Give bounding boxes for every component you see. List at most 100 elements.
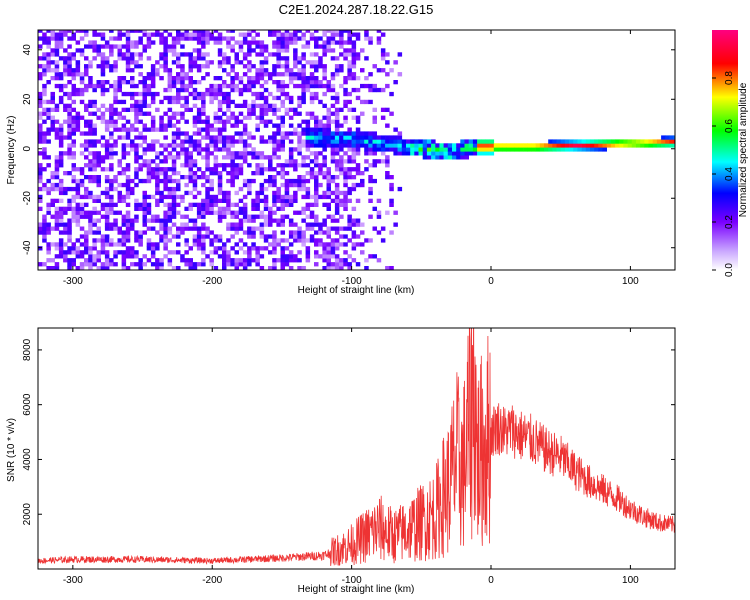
heatmap-cell [385, 155, 390, 160]
heatmap-cell [67, 131, 72, 136]
heatmap-cell [222, 83, 227, 89]
heatmap-cell [393, 135, 398, 140]
y-tick-label: 4000 [22, 448, 33, 471]
heatmap-cell [146, 76, 152, 81]
heatmap-cell [142, 139, 147, 144]
heatmap-cell [334, 127, 340, 132]
heatmap-cell [301, 139, 306, 144]
heatmap-cell [150, 262, 156, 267]
heatmap-cell [58, 151, 64, 156]
heatmap-cell [314, 40, 319, 45]
heatmap-cell [92, 258, 97, 263]
heatmap-cell [213, 87, 219, 93]
heatmap-cell [284, 214, 290, 219]
heatmap-cell [255, 171, 260, 176]
heatmap-cell [263, 198, 269, 203]
heatmap-cell [79, 234, 85, 239]
heatmap-cell [259, 119, 265, 124]
heatmap-cell [180, 68, 185, 73]
heatmap-cell [196, 262, 202, 267]
heatmap-cell [297, 99, 302, 105]
heatmap-cell [330, 198, 336, 203]
heatmap-cell [330, 111, 336, 116]
heatmap-cell [46, 242, 51, 247]
heatmap-cell [322, 190, 327, 196]
heatmap-cell [385, 83, 390, 89]
heatmap-cell [180, 143, 185, 148]
heatmap-cell [272, 230, 277, 235]
heatmap-cell [184, 226, 189, 231]
heatmap-cell [100, 246, 106, 251]
heatmap-cell [180, 32, 185, 37]
heatmap-cell [113, 202, 118, 207]
heatmap-cell [109, 143, 114, 148]
heatmap-cell [71, 131, 76, 136]
heatmap-cell [297, 147, 302, 152]
heatmap-cell [351, 151, 357, 156]
heatmap-cell [205, 135, 210, 140]
heatmap-cell [347, 143, 352, 148]
heatmap-cell [113, 119, 118, 124]
heatmap-cell [360, 222, 365, 227]
heatmap-cell [314, 83, 319, 89]
heatmap-cell [368, 186, 373, 192]
heatmap-cell [293, 194, 298, 200]
heatmap-cell [176, 226, 181, 231]
heatmap-cell [297, 178, 302, 184]
heatmap-cell [184, 206, 189, 211]
heatmap-cell [155, 230, 160, 235]
heatmap-cell [196, 56, 202, 61]
heatmap-cell [322, 139, 327, 144]
heatmap-cell [96, 44, 101, 49]
heatmap-cell [251, 178, 256, 184]
heatmap-cell [42, 186, 47, 192]
heatmap-cell [125, 186, 131, 192]
heatmap-cell [351, 143, 357, 148]
heatmap-cell [217, 60, 223, 65]
heatmap-cell [276, 171, 281, 176]
heatmap-cell [58, 198, 64, 203]
heatmap-cell [171, 167, 177, 172]
heatmap-cell [58, 56, 64, 61]
heatmap-cell [301, 182, 306, 188]
heatmap-cell [242, 151, 248, 156]
heatmap-cell [75, 64, 81, 69]
heatmap-cell [238, 87, 244, 93]
heatmap-cell [259, 167, 265, 172]
heatmap-cell [301, 119, 306, 124]
heatmap-cell [113, 250, 118, 255]
heatmap-cell [171, 194, 177, 200]
heatmap-cell [242, 242, 248, 247]
heatmap-cell [318, 242, 323, 247]
heatmap-cell [309, 127, 315, 132]
heatmap-cell [238, 151, 244, 156]
heatmap-cell [368, 143, 373, 148]
heatmap-cell [288, 242, 294, 247]
heatmap-cell [376, 143, 382, 148]
heatmap-cell [301, 68, 306, 73]
heatmap-cell [113, 83, 118, 89]
heatmap-cell [196, 111, 202, 116]
heatmap-cell [364, 30, 369, 33]
heatmap-cell [280, 143, 285, 148]
heatmap-cell [159, 218, 164, 223]
heatmap-cell [67, 111, 72, 116]
heatmap-cell [610, 139, 616, 144]
heatmap-cell [309, 80, 315, 85]
heatmap-cell [351, 115, 357, 120]
heatmap-cell [305, 40, 311, 45]
heatmap-cell [355, 167, 361, 172]
heatmap-cell [305, 206, 311, 211]
heatmap-cell [150, 32, 156, 37]
heatmap-cell [84, 30, 89, 33]
heatmap-cell [351, 72, 357, 77]
heatmap-cell [104, 167, 110, 172]
heatmap-cell [138, 258, 143, 263]
heatmap-cell [368, 163, 373, 168]
heatmap-cell [326, 135, 331, 140]
heatmap-cell [284, 186, 290, 192]
heatmap-cell [88, 40, 93, 45]
heatmap-cell [117, 44, 122, 49]
heatmap-cell [67, 186, 72, 192]
heatmap-cell [322, 218, 327, 223]
